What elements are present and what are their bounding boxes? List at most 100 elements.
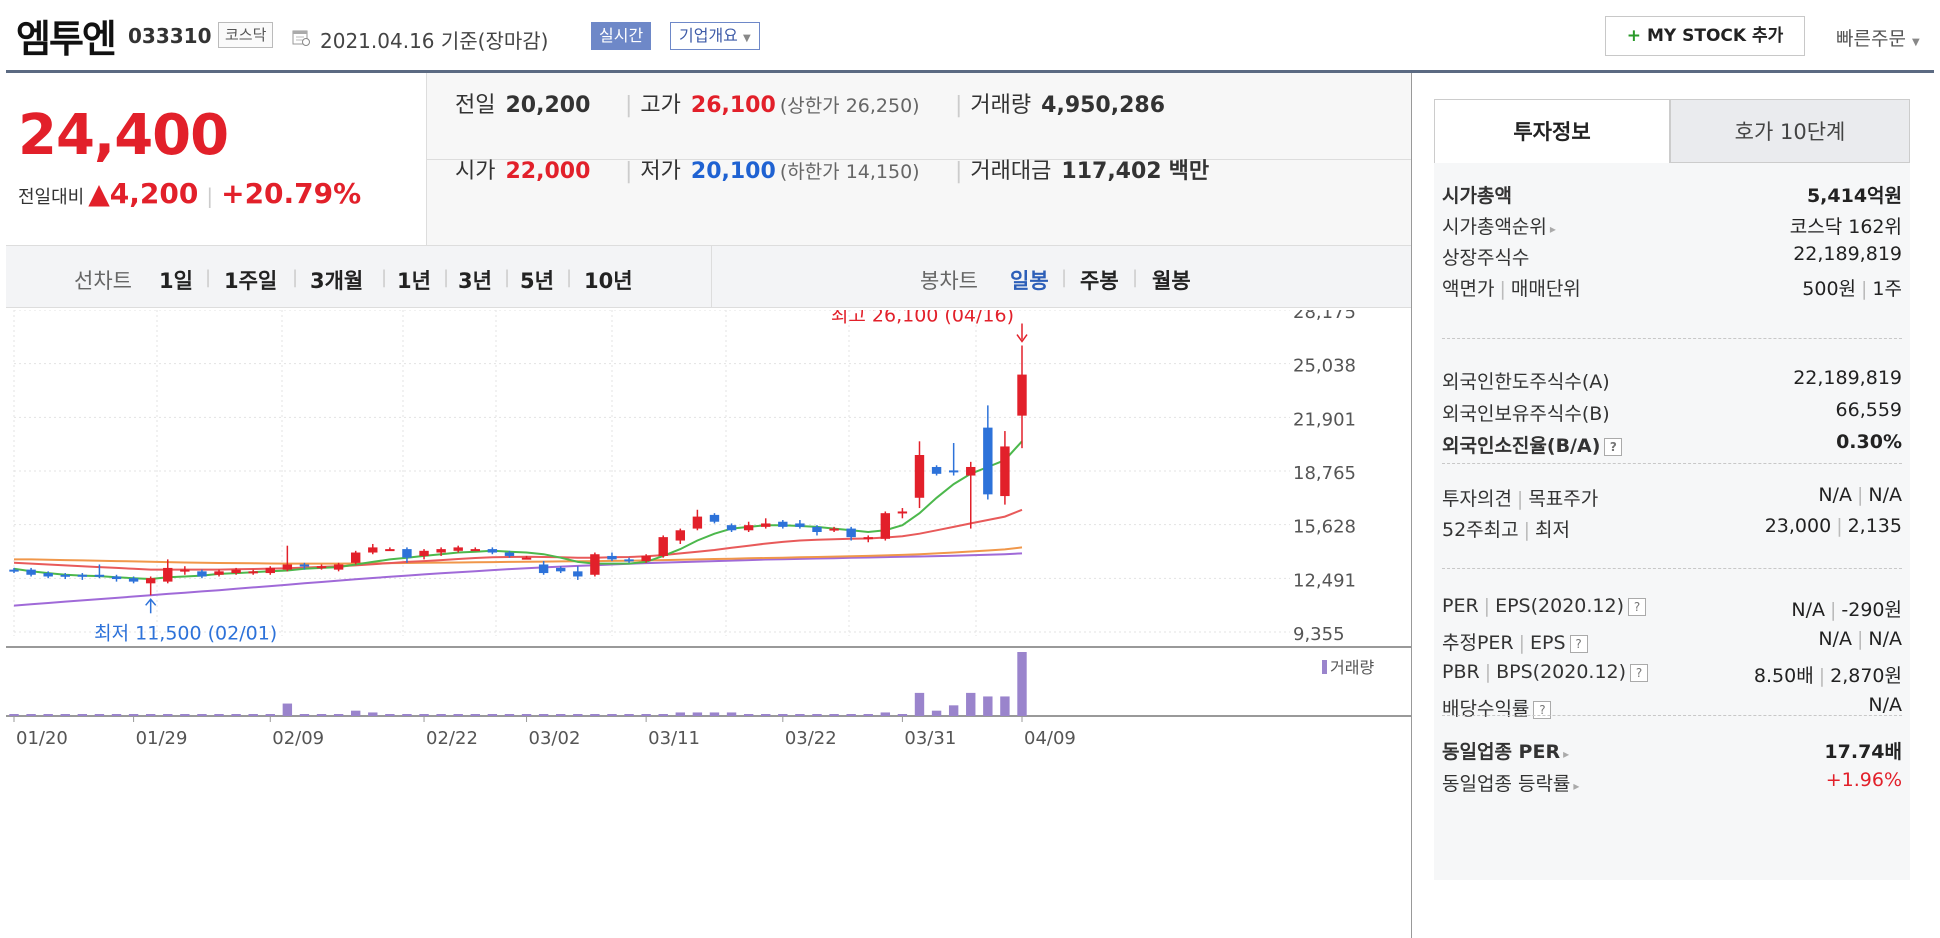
- company-info-dropdown[interactable]: 기업개요 ▼: [670, 22, 760, 50]
- candle-body: [812, 526, 822, 532]
- period-3m[interactable]: 3개월: [310, 269, 364, 293]
- volume-bar: [504, 714, 515, 716]
- high-label: 고가: [640, 93, 681, 118]
- info-row: 액면가 | 매매단위 500원 | 1주: [1442, 274, 1902, 304]
- candle-body: [1017, 374, 1027, 416]
- candlestick-chart[interactable]: 5206012028,17525,03821,90118,76515,62812…: [0, 310, 1411, 938]
- help-icon[interactable]: ?: [1604, 437, 1623, 456]
- stock-header: 엠투엔 033310 코스닥 2021.04.16 기준(장마감) 실시간 기업…: [0, 0, 1940, 70]
- candle-body: [880, 513, 891, 539]
- info-value: 코스닥 162위: [1789, 216, 1902, 238]
- divider: [1442, 338, 1902, 339]
- tab-invest-info[interactable]: 투자정보: [1434, 99, 1670, 163]
- volume-bar: [743, 714, 754, 716]
- chevron-down-icon: ▼: [742, 33, 751, 44]
- info-row: 외국인한도주식수(A) 22,189,819: [1442, 367, 1902, 397]
- info-value: 0.30%: [1836, 431, 1902, 453]
- x-tick-label: 01/20: [16, 728, 68, 749]
- info-label-part: EPS(2020.12): [1495, 595, 1624, 617]
- info-label-text: 외국인한도주식수(A): [1442, 371, 1610, 393]
- volume-bar: [9, 714, 19, 716]
- candle-body: [180, 569, 190, 572]
- period-1w[interactable]: 1주일: [224, 269, 278, 293]
- tab-orderbook[interactable]: 호가 10단계: [1670, 99, 1910, 163]
- info-label: 외국인한도주식수(A): [1442, 367, 1610, 394]
- divider: [427, 159, 1412, 160]
- candle-body: [128, 578, 139, 582]
- add-mystock-label: MY STOCK 추가: [1646, 26, 1784, 46]
- volume-bar: [573, 714, 583, 716]
- period-3y[interactable]: 3년: [458, 269, 492, 293]
- candle-daily[interactable]: 일봉: [1010, 269, 1049, 293]
- volume-bar: [829, 714, 839, 716]
- info-value-part: -290원: [1841, 599, 1902, 621]
- info-label-text: 동일업종 등락률: [1442, 773, 1571, 795]
- info-row: 시가총액 5,414억원: [1442, 181, 1902, 211]
- candle-body: [282, 564, 293, 570]
- x-tick-label: 01/29: [136, 728, 188, 749]
- base-date: 2021.04.16 기준(장마감): [320, 29, 549, 53]
- candle-body: [641, 555, 651, 562]
- info-label: 액면가 | 매매단위: [1442, 274, 1581, 301]
- candle-body: [453, 547, 463, 551]
- period-10y[interactable]: 10년: [584, 269, 633, 293]
- quick-order-label: 빠른주문: [1836, 28, 1906, 50]
- candle-monthly[interactable]: 월봉: [1152, 269, 1191, 293]
- candle-body: [350, 552, 361, 563]
- candle-body: [675, 530, 686, 541]
- info-row: 52주최고 | 최저 23,000 | 2,135: [1442, 515, 1902, 545]
- help-icon[interactable]: ?: [1533, 700, 1552, 719]
- quick-order-dropdown[interactable]: 빠른주문 ▼: [1836, 24, 1920, 51]
- info-label-part: BPS(2020.12): [1496, 661, 1627, 683]
- y-tick-label: 12,491: [1293, 570, 1356, 591]
- info-label-text: 시가총액: [1442, 185, 1512, 207]
- info-row: 추정PER | EPS? N/A | N/A: [1442, 628, 1902, 658]
- volume-bar: [1017, 652, 1027, 716]
- candle-body: [966, 466, 976, 476]
- period-1d[interactable]: 1일: [159, 269, 193, 293]
- info-value: +1.96%: [1825, 769, 1902, 791]
- low-annotation: 최저 11,500 (02/01): [94, 622, 277, 644]
- info-value-part: 23,000: [1764, 515, 1832, 537]
- info-label-text: 시가총액순위: [1442, 216, 1547, 238]
- divider: |: [1484, 661, 1492, 683]
- volume-bar: [419, 714, 429, 716]
- info-row: 동일업종 등락률 ▸ +1.96%: [1442, 769, 1902, 799]
- info-row: 상장주식수 22,189,819: [1442, 243, 1902, 273]
- volume-bar: [590, 714, 600, 716]
- help-icon[interactable]: ?: [1628, 597, 1646, 616]
- candle-body: [573, 571, 583, 577]
- volume-bar: [675, 712, 686, 716]
- add-mystock-button[interactable]: + MY STOCK 추가: [1605, 16, 1805, 56]
- info-label-part: 추정PER: [1442, 632, 1514, 654]
- trade-amount: | 거래대금 117,402 백만: [955, 159, 1210, 184]
- candle-body: [43, 573, 53, 577]
- divider: |: [1856, 484, 1864, 506]
- info-label-part: PBR: [1442, 661, 1480, 683]
- volume-bar: [368, 712, 378, 716]
- candle-body: [590, 554, 600, 575]
- info-value-part: 8.50배: [1753, 665, 1814, 687]
- y-tick-label: 15,628: [1293, 517, 1356, 538]
- candle-body: [94, 574, 105, 577]
- period-5y[interactable]: 5년: [520, 269, 554, 293]
- realtime-button[interactable]: 실시간: [591, 22, 652, 50]
- volume-bar: [624, 714, 634, 716]
- info-value-part: 500원: [1802, 278, 1857, 300]
- divider: |: [1829, 599, 1837, 621]
- volume-bar: [385, 714, 395, 716]
- candle-body: [402, 549, 412, 558]
- candle-body: [983, 427, 993, 495]
- period-1y[interactable]: 1년: [397, 269, 431, 293]
- arrow-right-icon[interactable]: ▸: [1573, 779, 1580, 793]
- help-icon[interactable]: ?: [1569, 634, 1588, 653]
- plus-icon: +: [1626, 26, 1641, 46]
- info-row: PER | EPS(2020.12)? N/A | -290원: [1442, 595, 1902, 625]
- candle-body: [692, 516, 703, 529]
- help-icon[interactable]: ?: [1630, 663, 1649, 682]
- candle-weekly[interactable]: 주봉: [1080, 269, 1119, 293]
- arrow-right-icon[interactable]: ▸: [1549, 222, 1556, 236]
- volume-bar: [709, 712, 720, 716]
- prev-close: 전일 20,200: [455, 87, 590, 119]
- arrow-right-icon[interactable]: ▸: [1563, 747, 1570, 761]
